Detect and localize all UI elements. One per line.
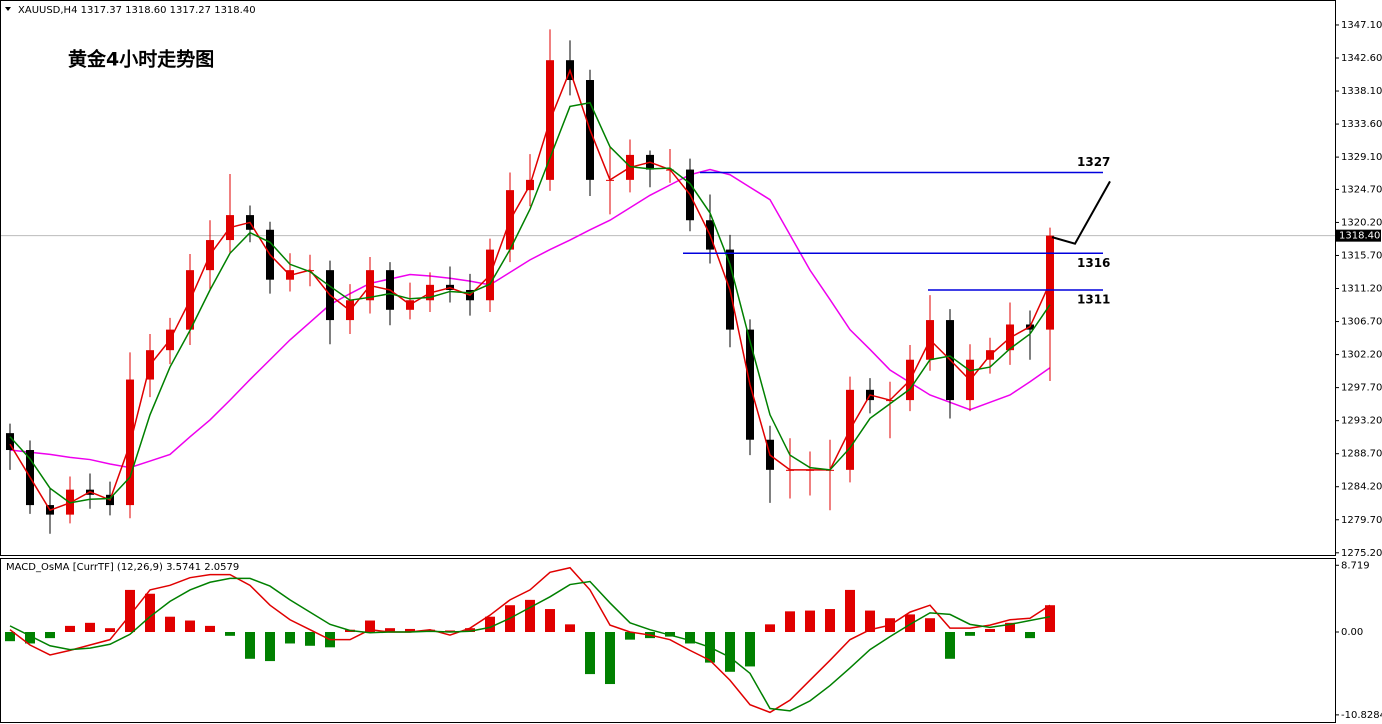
histogram-bar [1005,622,1015,633]
histogram-bar [565,624,575,633]
histogram-bar [1045,605,1055,633]
level-label: 1327 [1077,155,1110,169]
price-pane [0,0,1336,556]
histogram-bar [405,628,415,633]
histogram-bar [185,620,195,633]
ma-fast [9,68,1051,512]
histogram-bar [25,632,35,644]
histogram-bar [625,632,635,640]
level-label: 1311 [1077,292,1110,306]
y-tick-label: 1315.70 [1341,250,1382,261]
projection-line [1051,180,1111,245]
macd-line [9,566,1051,714]
histogram-bar [85,622,95,633]
histogram-bar [245,632,255,659]
signal-line [9,577,1051,712]
y-tick-label: 1324.70 [1341,184,1382,195]
histogram-bar [525,599,535,633]
histogram-bar [985,628,995,633]
macd-pane [0,558,1336,723]
histogram-bar [825,609,835,633]
menu-arrow [5,7,11,11]
y-tick-label: 1320.20 [1341,217,1382,228]
y-tick-label: 1297.70 [1341,383,1382,394]
y-tick-label: 1311.20 [1341,284,1382,295]
chart-header: XAUUSD,H4 1317.37 1318.60 1317.27 1318.4… [18,5,256,16]
ma-mid [9,101,1051,504]
histogram-bar [125,589,135,633]
histogram-bar [605,632,615,685]
histogram-bar [305,632,315,646]
histogram-bar [445,630,455,633]
histogram-bar [65,625,75,633]
histogram-bar [365,620,375,633]
histogram-bar [225,632,235,636]
histogram-bar [5,632,15,642]
histogram-bar [785,611,795,633]
histogram-bar [465,628,475,633]
ma-slow [9,168,1051,469]
histogram-bar [745,632,755,667]
macd-label: MACD_OsMA [CurrTF] (12,26,9) 3.5741 2.05… [6,562,239,573]
histogram-bar [205,625,215,633]
histogram-bar [145,593,155,633]
histogram-bar [865,610,875,633]
y-tick-label: 1329.10 [1341,152,1382,163]
y-tick-label: 1342.60 [1341,53,1382,64]
y-tick-label: 1275.20 [1341,548,1382,559]
level-label: 1316 [1077,256,1110,270]
histogram-bar [545,609,555,633]
histogram-bar [285,632,295,644]
y-tick-label: 1293.20 [1341,416,1382,427]
histogram-bar [1025,632,1035,639]
histogram-bar [685,632,695,644]
chart-title: 黄金4小时走势图 [68,48,214,71]
histogram-bar [945,632,955,659]
histogram-bar [45,632,55,639]
histogram-bar [105,628,115,633]
y-tick-label: 1333.60 [1341,119,1382,130]
y-tick-label: 1288.70 [1341,449,1382,460]
y-tick-label: 1284.20 [1341,482,1382,493]
y-tick-label: 1302.20 [1341,350,1382,361]
histogram-bar [805,610,815,633]
y-tick-label: 1347.10 [1341,20,1382,31]
y-tick-label: 1338.10 [1341,86,1382,97]
y-tick-label: -10.8284 [1341,710,1382,721]
histogram-bar [925,618,935,633]
histogram-bar [845,589,855,633]
histogram-bar [265,632,275,662]
candle-body [6,433,14,451]
y-tick-label: 0.00 [1341,627,1363,638]
histogram-bar [485,616,495,633]
last-price-box [1336,229,1381,242]
histogram-bar [165,616,175,633]
y-tick-label: 1279.70 [1341,515,1382,526]
histogram-bar [585,632,595,675]
histogram-bar [765,624,775,633]
histogram-bar [725,632,735,672]
last-price-label: 1318.40 [1339,231,1380,242]
histogram-bar [965,632,975,636]
y-tick-label: 1306.70 [1341,317,1382,328]
histogram-bar [385,628,395,633]
histogram-bar [905,614,915,633]
y-tick-label: 8.719 [1341,560,1370,571]
